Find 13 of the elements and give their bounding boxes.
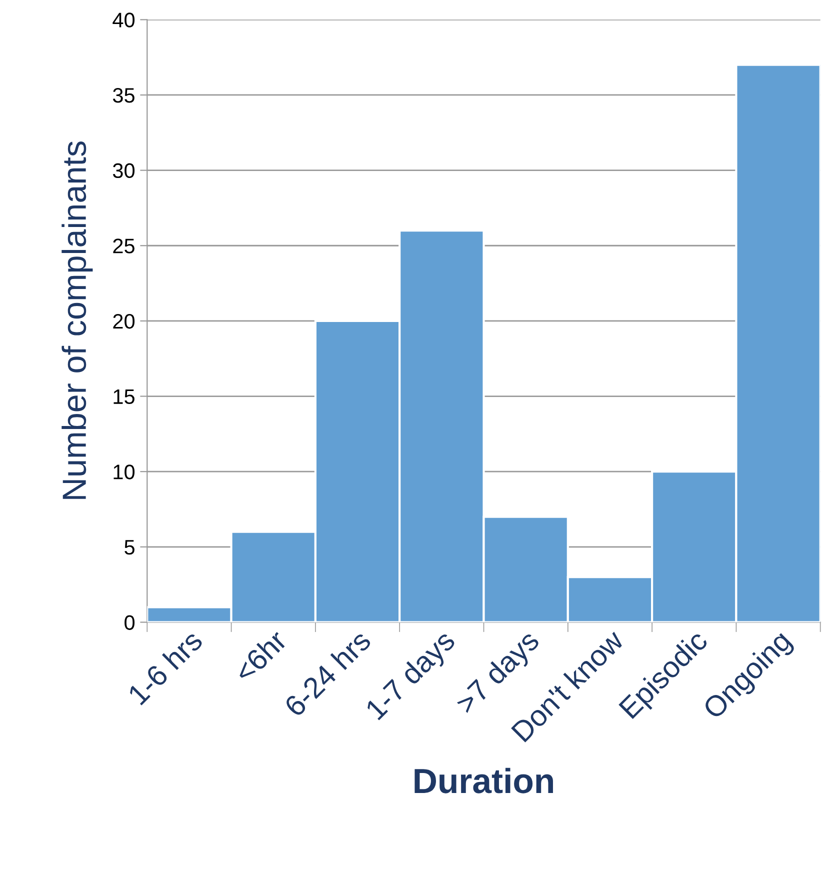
x-tick-label: 1-6 hrs (126, 628, 204, 706)
x-tick-label: <6hr (232, 628, 288, 684)
y-tick-label: 10 (114, 464, 135, 480)
y-tick-label: 25 (113, 238, 134, 254)
y-tick-label: 35 (112, 88, 134, 103)
y-tick-label: 0 (124, 615, 135, 630)
y-tick-label: 30 (112, 163, 135, 178)
y-tick-label: 5 (124, 540, 134, 555)
x-axis-title: Duration (414, 768, 553, 794)
y-tick-label: 40 (112, 12, 135, 28)
y-axis-title: Number of complainants (62, 141, 93, 499)
y-tick-label: 15 (114, 389, 134, 404)
y-tick-label: 20 (113, 314, 135, 329)
